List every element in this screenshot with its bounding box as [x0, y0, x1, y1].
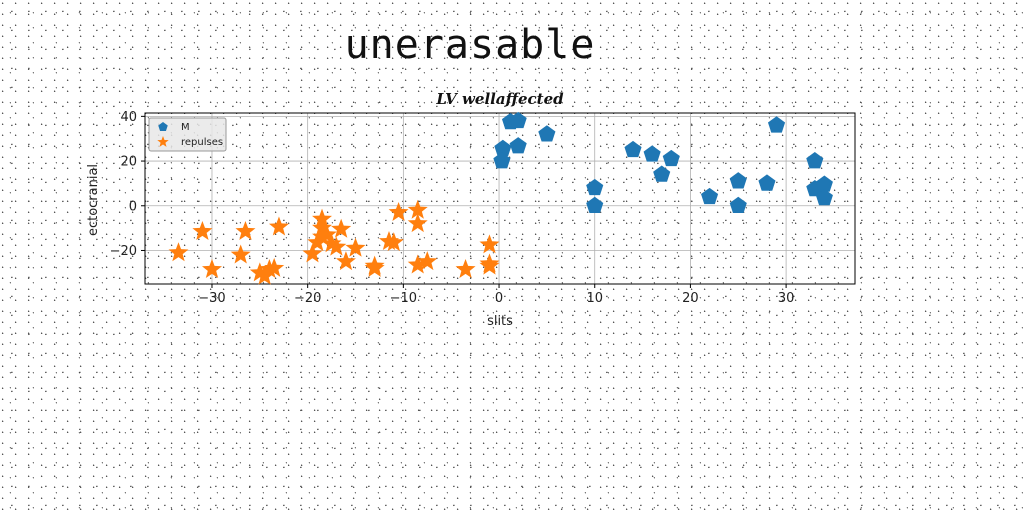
m-point [586, 196, 604, 214]
x-tick-label: 0 [495, 291, 503, 306]
m-point [624, 140, 642, 158]
repulses-point [331, 218, 352, 238]
m-point [586, 178, 604, 196]
repulses-point [479, 255, 500, 275]
repulses-point [264, 257, 285, 277]
m-point [653, 165, 671, 182]
repulses-point [168, 242, 189, 262]
m-point [815, 188, 833, 206]
legend-marker-repulses [157, 136, 169, 147]
y-tick-label: 40 [120, 110, 137, 125]
y-tick-label: 20 [120, 155, 137, 170]
m-point [767, 116, 786, 133]
m-point [643, 145, 661, 162]
repulses-point [345, 237, 366, 257]
repulses-point [316, 224, 337, 244]
legend-swatch [157, 136, 169, 147]
m-point [729, 172, 747, 189]
data-points [168, 111, 833, 285]
repulses-point [455, 258, 476, 278]
repulses-point [249, 262, 270, 282]
legend-box [148, 117, 227, 152]
legend-label-repulses: repulses [181, 137, 223, 148]
repulses-point [326, 236, 347, 256]
x-tick-label: −10 [390, 291, 417, 306]
plot-frame [144, 112, 856, 285]
repulses-point [407, 199, 428, 219]
y-tick-label: −20 [110, 244, 137, 259]
m-point [662, 149, 680, 167]
legend-swatch [158, 122, 168, 132]
repulses-point [202, 258, 222, 278]
y-axis-label: ectocranial [86, 164, 101, 236]
repulses-point [268, 216, 289, 236]
repulses-point [230, 244, 251, 264]
m-point [509, 137, 527, 154]
repulses-point [335, 251, 356, 271]
repulses-point [321, 233, 342, 253]
repulses-point [407, 213, 428, 233]
repulses-point [407, 254, 428, 274]
x-tick-label: 20 [682, 291, 699, 306]
repulses-point [479, 234, 500, 254]
m-point [806, 152, 824, 169]
legend-marker-m [158, 122, 168, 132]
banner-title: unerasable [344, 22, 596, 68]
repulses-point [312, 226, 333, 246]
repulses-point [235, 220, 256, 240]
repulses-point [383, 232, 404, 252]
repulses-point [192, 220, 213, 240]
x-tick-label: 10 [586, 291, 603, 306]
m-point [758, 174, 776, 191]
chart-title: LV wellaffected [435, 90, 564, 108]
axis-ticks: −30 −20 −10 0 10 20 30 −20 0 20 40 [110, 110, 795, 306]
y-tick-label: 0 [129, 199, 137, 214]
m-point [494, 139, 512, 157]
repulses-point [388, 201, 409, 221]
repulses-point [417, 251, 438, 271]
m-point [815, 175, 833, 192]
m-point [493, 152, 511, 169]
m-point [729, 196, 747, 214]
m-point [509, 111, 527, 129]
x-tick-label: 30 [778, 291, 795, 306]
m-point [538, 125, 556, 142]
legend: M repulses [148, 117, 227, 152]
x-tick-label: −30 [198, 291, 225, 306]
m-point [701, 187, 719, 205]
repulses-point [302, 243, 323, 263]
x-tick-label: −20 [294, 291, 321, 306]
legend-label-m: M [181, 122, 190, 133]
grid-lines [145, 113, 855, 284]
x-axis-label: slits [487, 314, 513, 329]
repulses-point [364, 257, 385, 277]
